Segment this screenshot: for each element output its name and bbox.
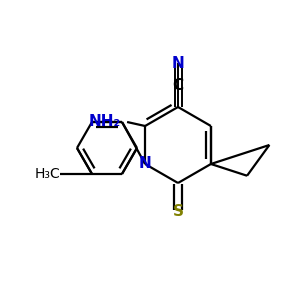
Text: NH₂: NH₂ [89,115,121,130]
Text: S: S [172,203,184,218]
Text: N: N [139,157,152,172]
Text: N: N [172,56,184,70]
Text: H₃C: H₃C [34,167,60,181]
Text: C: C [172,77,184,92]
